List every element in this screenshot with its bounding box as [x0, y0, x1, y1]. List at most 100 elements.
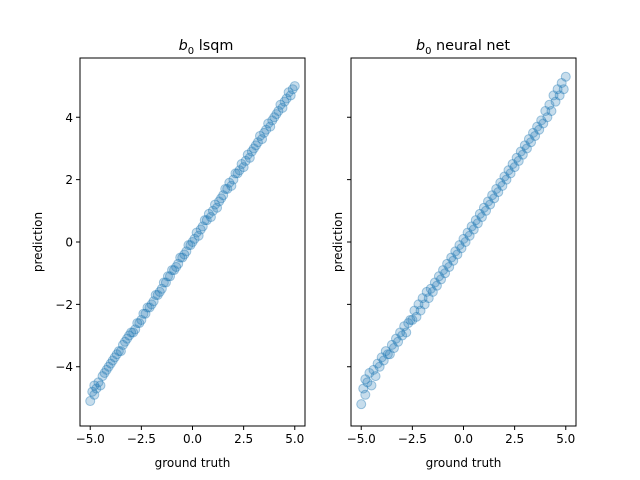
data-point	[138, 308, 149, 319]
data-point	[440, 268, 451, 279]
data-point	[93, 377, 104, 388]
x-axis-label: ground truth	[426, 456, 502, 470]
data-point	[456, 243, 467, 254]
data-point	[109, 352, 120, 363]
data-point	[552, 84, 563, 95]
data-point	[438, 265, 449, 276]
data-point	[399, 321, 410, 332]
data-point	[503, 165, 514, 176]
y-axis-label: prediction	[31, 212, 45, 272]
data-point	[187, 237, 198, 247]
x-tick-label: −2.5	[398, 432, 427, 446]
data-point	[515, 146, 526, 157]
x-tick-label: 2.5	[234, 432, 253, 446]
title-subscript: 0	[425, 46, 431, 57]
data-point	[238, 162, 249, 173]
title-main: b	[416, 38, 425, 54]
data-point	[257, 134, 268, 145]
data-point	[526, 137, 536, 148]
data-point	[360, 389, 371, 400]
data-point	[289, 81, 300, 92]
data-point	[468, 224, 479, 235]
data-point	[478, 202, 489, 213]
data-point	[384, 349, 395, 360]
data-point	[265, 121, 276, 132]
data-point	[277, 102, 288, 113]
data-point	[483, 196, 494, 207]
data-point	[244, 152, 255, 163]
data-point	[523, 134, 534, 145]
data-point	[409, 305, 420, 316]
data-point	[185, 240, 196, 251]
y-tick-label: −4	[55, 360, 73, 374]
data-point	[140, 308, 151, 319]
data-point	[397, 330, 408, 341]
data-point	[372, 358, 383, 369]
data-point	[431, 280, 442, 291]
data-point	[425, 283, 436, 294]
data-point	[356, 399, 367, 410]
data-point	[358, 383, 369, 394]
y-axis-label: prediction	[331, 212, 345, 272]
data-point	[128, 327, 139, 338]
data-point	[519, 140, 530, 151]
x-tick-label: 5.0	[556, 432, 575, 446]
data-point	[89, 380, 100, 391]
data-point	[222, 183, 233, 194]
data-point	[218, 190, 229, 201]
y-ticks	[347, 116, 351, 368]
data-point	[85, 396, 96, 407]
data-point	[136, 314, 147, 325]
data-point	[407, 314, 418, 325]
data-point	[269, 112, 280, 123]
data-point	[165, 271, 175, 282]
data-point	[267, 115, 278, 126]
data-point	[544, 99, 555, 110]
data-point	[261, 124, 272, 135]
data-point	[550, 96, 561, 107]
data-point	[160, 277, 171, 288]
data-point	[513, 155, 524, 166]
data-point	[382, 349, 393, 360]
data-point	[224, 177, 235, 188]
data-point	[181, 246, 192, 257]
data-point	[285, 90, 296, 101]
data-point	[366, 380, 377, 391]
data-point	[197, 221, 208, 232]
data-point	[240, 155, 251, 166]
data-point	[259, 127, 270, 138]
data-point	[542, 112, 553, 123]
data-point	[417, 293, 428, 304]
data-point	[481, 205, 491, 216]
data-point	[97, 371, 108, 382]
data-point	[470, 215, 481, 226]
data-point	[271, 109, 282, 120]
subplot-title: b0 lsqm	[179, 38, 234, 57]
data-point	[120, 336, 130, 347]
x-tick-label: 0.0	[183, 432, 202, 446]
data-point	[487, 190, 498, 201]
data-point	[462, 227, 473, 238]
data-point	[246, 146, 257, 157]
data-point	[401, 327, 412, 338]
data-point	[448, 255, 459, 266]
data-point	[232, 168, 243, 179]
data-point	[130, 324, 141, 335]
data-point	[444, 261, 455, 272]
data-point	[548, 90, 559, 101]
data-point	[464, 230, 475, 241]
data-point	[148, 296, 159, 307]
data-point	[507, 159, 518, 170]
title-rest: lsqm	[194, 38, 233, 54]
data-point	[413, 299, 424, 310]
data-point	[154, 286, 165, 297]
data-point	[189, 233, 200, 244]
data-point	[380, 346, 391, 357]
data-point	[152, 290, 163, 301]
data-point	[370, 371, 381, 382]
data-point	[150, 290, 161, 301]
x-axis-label: ground truth	[155, 456, 231, 470]
data-point	[252, 137, 263, 148]
data-point	[242, 149, 253, 160]
